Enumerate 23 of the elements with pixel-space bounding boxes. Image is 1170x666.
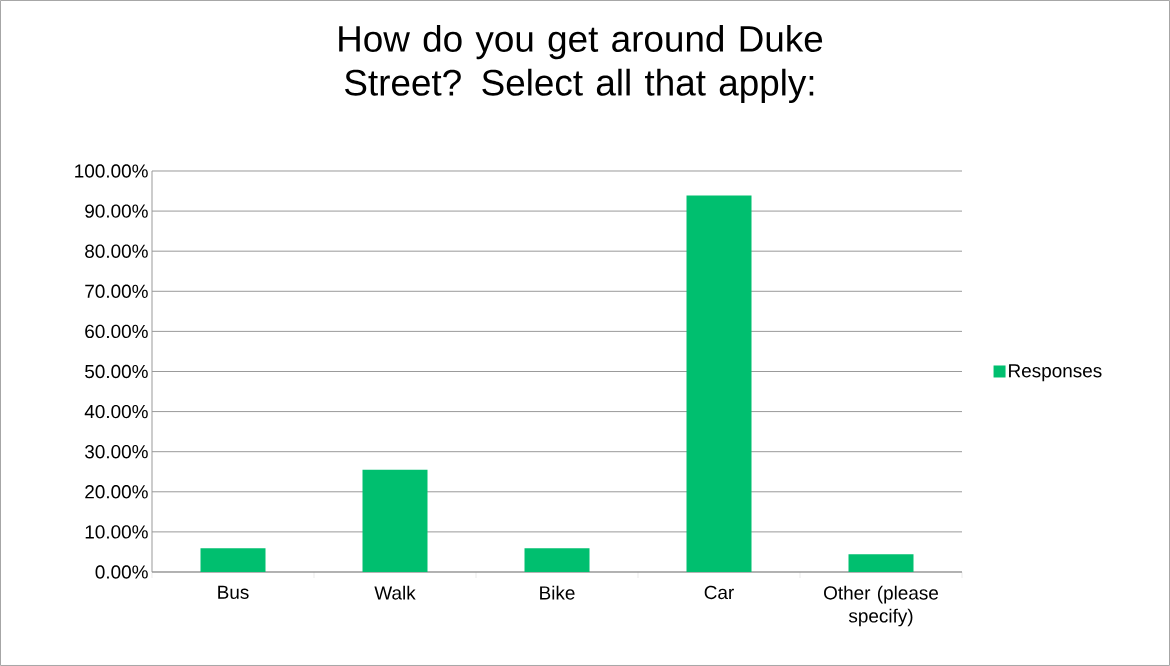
x-tick-label: Bike [540, 585, 575, 600]
y-tick-label: 90.00% [85, 204, 148, 218]
bar [848, 554, 914, 572]
bar [200, 548, 266, 572]
x-tick-label: Car [704, 585, 734, 600]
bar [524, 548, 590, 572]
y-tick-label: 100.00% [75, 164, 148, 178]
bar [362, 469, 428, 572]
x-tick-label: Other (please specify) [824, 585, 939, 627]
chart-title: How do you get around Duke Street? Select all that apply: [339, 24, 823, 104]
y-tick-label: 60.00% [85, 324, 148, 339]
y-tick-label: 80.00% [85, 244, 148, 258]
y-tick-label: 0.00% [95, 565, 148, 579]
legend-label: Responses [1009, 364, 1102, 382]
y-tick-label: 30.00% [85, 444, 148, 459]
y-tick-label: 40.00% [84, 404, 148, 419]
x-tick-label: Walk [374, 585, 416, 600]
y-tick-label: 10.00% [85, 525, 148, 539]
y-tick-label: 50.00% [85, 364, 148, 379]
y-tick-label: 70.00% [85, 284, 148, 298]
x-tick-label: Bus [218, 585, 249, 599]
y-tick-label: 20.00% [85, 485, 148, 499]
bar [686, 195, 752, 572]
